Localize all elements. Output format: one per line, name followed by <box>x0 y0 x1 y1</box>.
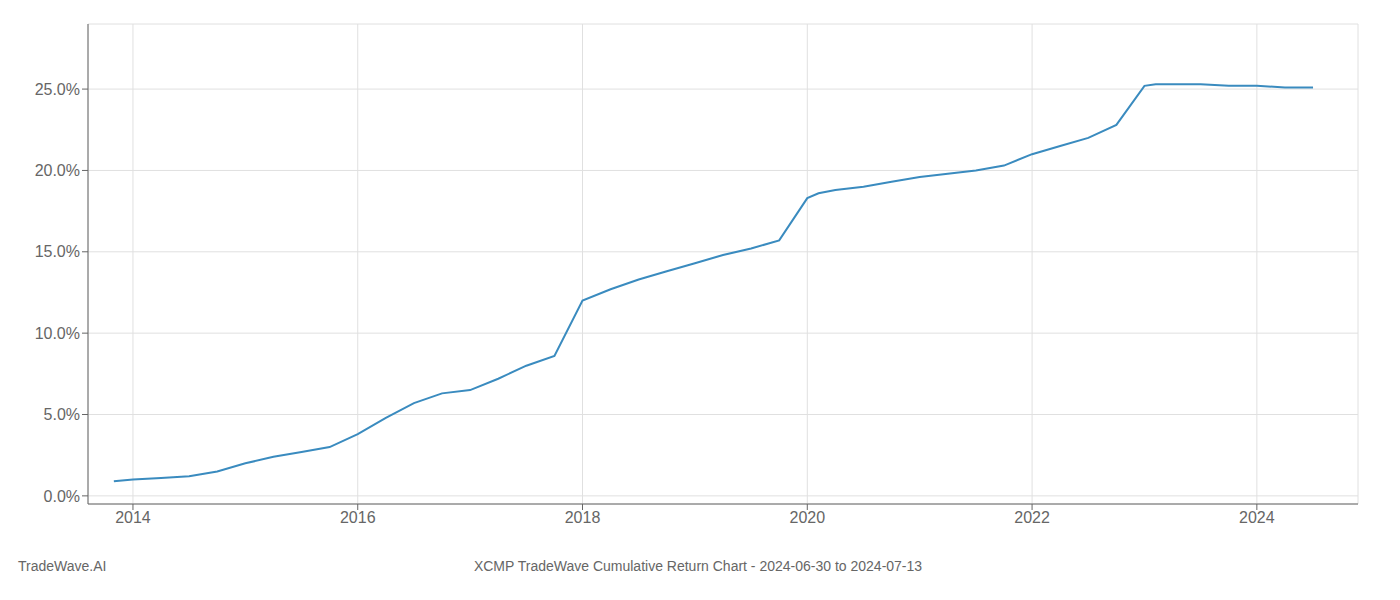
svg-text:2016: 2016 <box>340 509 376 526</box>
svg-text:20.0%: 20.0% <box>35 162 80 179</box>
html-text:TradeWave.AI: TradeWave.AI <box>18 558 107 574</box>
svg-text:2024: 2024 <box>1239 509 1275 526</box>
svg-text:25.0%: 25.0% <box>35 81 80 98</box>
svg-text:0.0%: 0.0% <box>44 488 80 505</box>
html-text:XCMP TradeWave Cumulative Retu: XCMP TradeWave Cumulative Return Chart -… <box>473 558 923 574</box>
svg-text:15.0%: 15.0% <box>35 243 80 260</box>
svg-text:2022: 2022 <box>1014 509 1050 526</box>
svg-text:5.0%: 5.0% <box>44 406 80 423</box>
svg-text:2014: 2014 <box>115 509 151 526</box>
svg-text:2020: 2020 <box>789 509 825 526</box>
svg-text:2018: 2018 <box>565 509 601 526</box>
svg-text:10.0%: 10.0% <box>35 325 80 342</box>
